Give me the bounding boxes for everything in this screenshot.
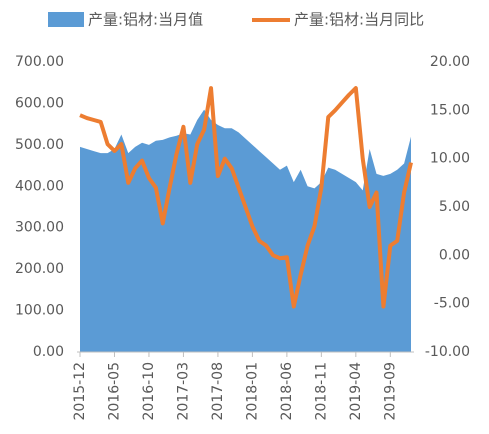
x-tick-label: 2018-01 [244, 362, 260, 421]
y-tick-label: 700.00 [15, 54, 64, 70]
x-tick-label: 2019-09 [382, 362, 398, 421]
x-tick-label: 2016-10 [141, 362, 157, 421]
x-tick-label: 2016-05 [106, 362, 122, 421]
y-tick-label: 600.00 [15, 95, 64, 111]
y2-tick-label: 20.00 [430, 54, 470, 70]
x-tick-label: 2015-12 [72, 362, 88, 421]
y-tick-label: 500.00 [15, 137, 64, 153]
x-tick-label: 2018-06 [279, 362, 295, 421]
y2-tick-label: 15.00 [430, 102, 470, 118]
x-tick-label: 2017-08 [210, 362, 226, 421]
y2-tick-label: 5.00 [439, 199, 470, 215]
x-tick-label: 2018-11 [313, 362, 329, 421]
y2-tick-label: 10.00 [430, 151, 470, 167]
y-tick-label: 400.00 [15, 178, 64, 194]
x-tick-label: 2019-04 [348, 362, 364, 421]
y2-tick-label: -5.00 [434, 296, 470, 312]
y-tick-label: 200.00 [15, 261, 64, 277]
area [80, 109, 411, 353]
line [79, 86, 413, 309]
legend-label: 产量:铝材:当月同比 [294, 11, 424, 29]
y-tick-label: 0.00 [33, 344, 64, 360]
x-tick-label: 2017-03 [175, 362, 191, 421]
legend-label: 产量:铝材:当月值 [88, 11, 203, 29]
y-tick-label: 100.00 [15, 303, 64, 319]
legend-swatch [48, 12, 84, 27]
y2-tick-label: -10.00 [425, 344, 470, 360]
y-tick-label: 300.00 [15, 220, 64, 236]
y2-tick-label: 0.00 [439, 247, 470, 263]
